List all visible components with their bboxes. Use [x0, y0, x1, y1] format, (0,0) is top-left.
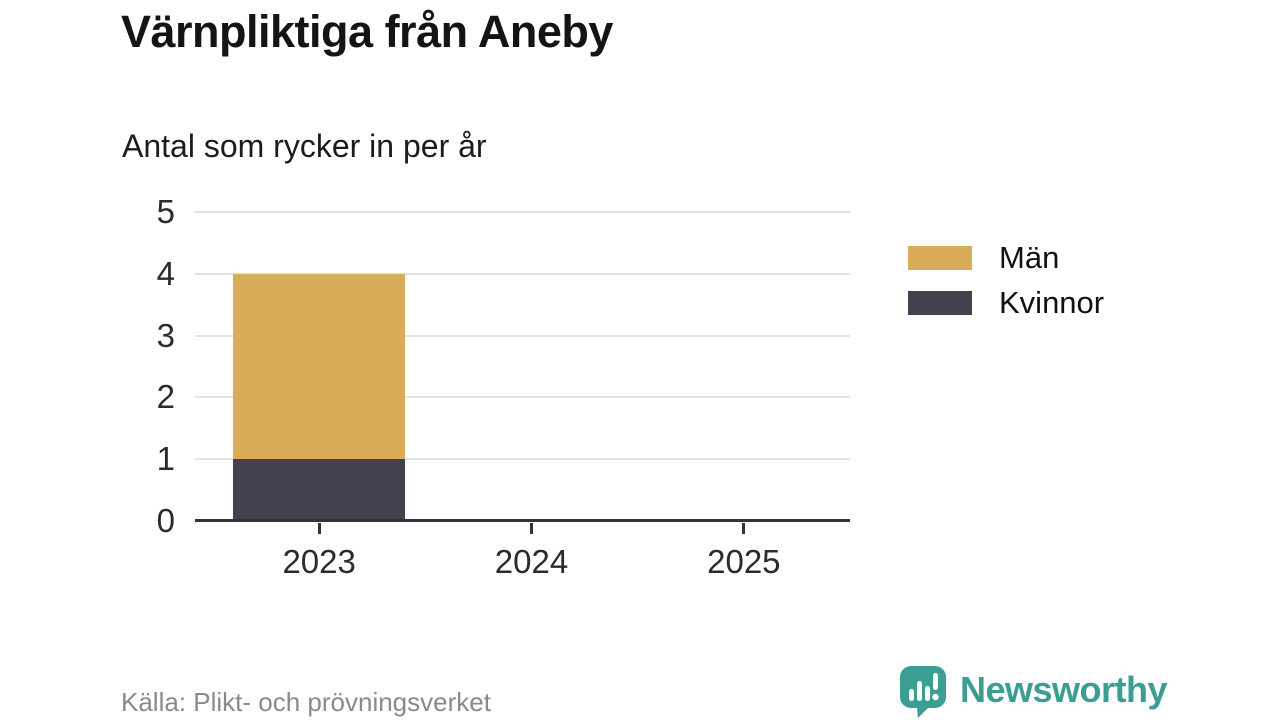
x-tick-mark — [742, 523, 746, 534]
newsworthy-logo-icon — [900, 666, 946, 718]
x-tick-mark — [530, 523, 533, 534]
y-tick-label: 0 — [156, 502, 175, 539]
gridline — [195, 458, 850, 461]
legend-item-män: Män — [908, 240, 1104, 275]
bar-segment-kvinnor — [233, 459, 406, 521]
source-note: Källa: Plikt- och prövningsverket — [121, 687, 491, 717]
x-tick-label: 2023 — [282, 543, 356, 580]
y-tick-label: 5 — [156, 193, 175, 230]
y-tick-label: 2 — [156, 378, 175, 416]
gridline — [195, 272, 850, 275]
bar-segment-män — [233, 273, 406, 460]
y-tick-label: 3 — [156, 316, 175, 354]
chart-title: Värnpliktiga från Aneby — [121, 6, 613, 57]
legend-swatch — [908, 291, 972, 315]
y-tick-label: 1 — [156, 440, 175, 478]
y-tick-label: 4 — [156, 254, 175, 292]
chart-subtitle: Antal som rycker in per år — [122, 128, 487, 164]
legend-label: Kvinnor — [999, 285, 1105, 320]
legend-swatch — [908, 246, 972, 270]
legend-label: Män — [999, 240, 1060, 275]
gridline — [195, 211, 850, 213]
x-tick-label: 2025 — [707, 543, 781, 580]
gridline — [195, 334, 850, 337]
x-tick-label: 2024 — [494, 543, 569, 580]
newsworthy-brand: Newsworthy — [896, 662, 1168, 718]
legend-item-kvinnor: Kvinnor — [908, 285, 1104, 320]
plot-area: 0 1 2 3 4 5 2023 2024 2025 — [157, 195, 850, 580]
newsworthy-wordmark: Newsworthy — [960, 669, 1168, 710]
x-axis-line — [195, 519, 850, 522]
x-tick-mark — [317, 523, 321, 534]
gridline — [195, 396, 850, 399]
chart-legend: Män Kvinnor — [908, 240, 1104, 336]
